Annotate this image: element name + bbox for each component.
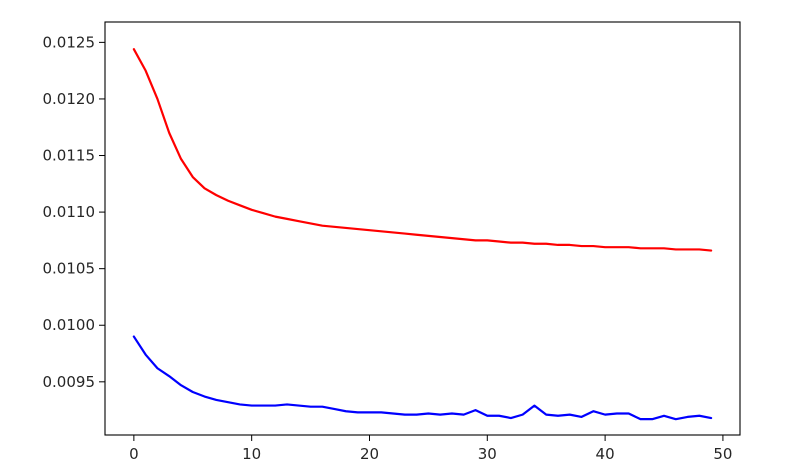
red-series-line — [132, 48, 713, 252]
y-tick-label: 0.0095 — [43, 373, 96, 391]
x-tick-label: 30 — [478, 445, 497, 463]
y-tick-label: 0.0120 — [43, 90, 96, 108]
x-tick-label: 40 — [596, 445, 615, 463]
x-tick-label: 10 — [242, 445, 261, 463]
y-tick-label: 0.0125 — [43, 33, 96, 51]
plot-series — [132, 48, 713, 421]
x-tick-label: 0 — [129, 445, 139, 463]
plot-area-frame — [104, 21, 741, 436]
y-axis: 0.0095 0.0100 0.0105 0.0110 0.0115 0.0120 0.01… — [43, 33, 105, 391]
y-tick-label: 0.0100 — [43, 316, 96, 334]
y-tick-label: 0.0115 — [43, 147, 96, 165]
y-tick-label: 0.0110 — [43, 203, 96, 221]
y-tick-label: 0.0105 — [43, 260, 96, 278]
x-tick-label: 20 — [360, 445, 379, 463]
blue-series-line — [132, 335, 713, 421]
x-tick-label: 50 — [713, 445, 732, 463]
x-axis: 0 10 20 30 40 50 — [129, 435, 732, 463]
